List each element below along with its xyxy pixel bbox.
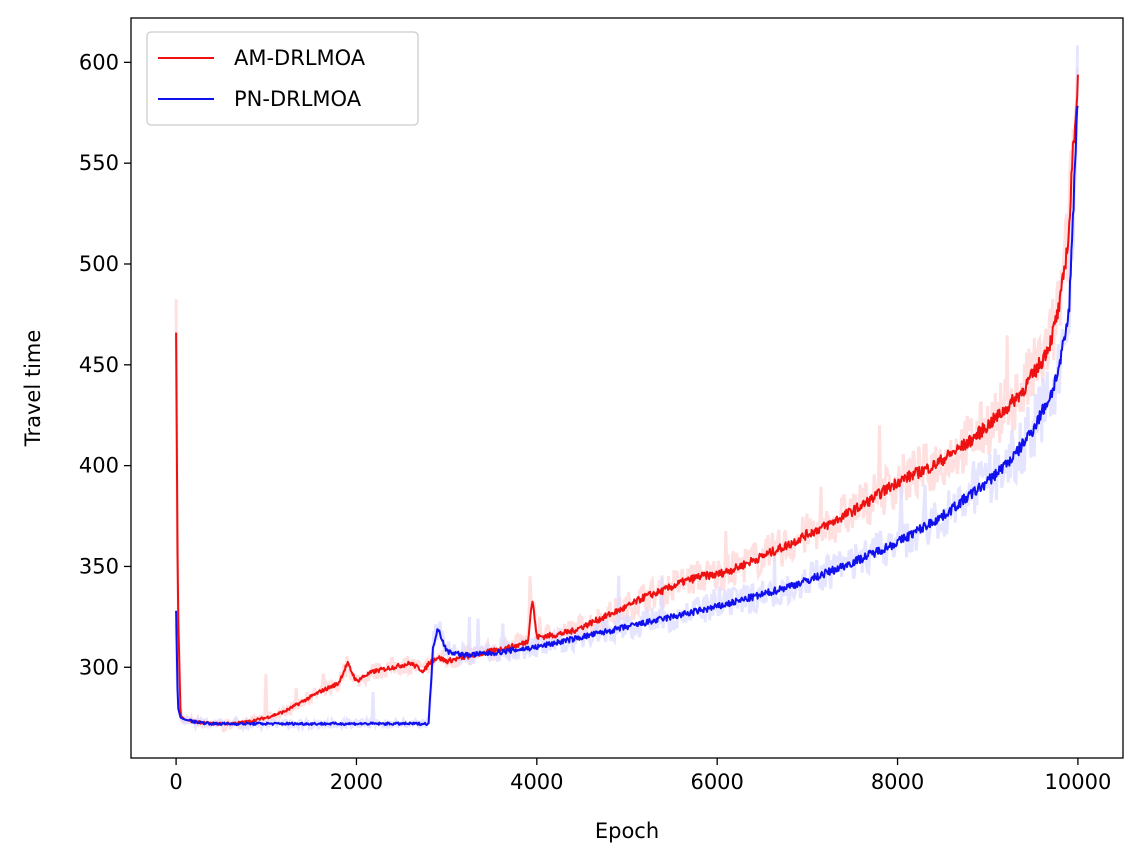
series-lines — [175, 74, 1079, 726]
y-tick-label: 600 — [79, 50, 119, 74]
x-tick-label: 10000 — [1045, 770, 1112, 794]
y-axis: 300 350 400 450 500 550 600 — [79, 50, 131, 679]
series-line-pn-drlmoa — [175, 105, 1079, 726]
legend: AM-DRLMOA PN-DRLMOA — [146, 31, 419, 126]
x-axis-label: Epoch — [595, 819, 659, 843]
x-tick-label: 4000 — [510, 770, 563, 794]
y-tick-label: 550 — [79, 151, 119, 175]
y-axis-label: Travel time — [21, 330, 45, 448]
legend-label-pn-drlmoa: PN-DRLMOA — [234, 87, 362, 111]
y-tick-label: 500 — [79, 252, 119, 276]
y-tick-label: 450 — [79, 353, 119, 377]
series-band-am-drlmoa — [174, 68, 1079, 733]
x-tick-label: 2000 — [330, 770, 383, 794]
x-axis: 0 2000 4000 6000 8000 10000 — [169, 758, 1111, 794]
plot-frame — [130, 17, 1124, 759]
legend-box — [146, 31, 419, 126]
legend-label-am-drlmoa: AM-DRLMOA — [234, 46, 366, 70]
x-tick-label: 0 — [169, 770, 182, 794]
y-tick-label: 400 — [79, 454, 119, 478]
y-tick-label: 350 — [79, 554, 119, 578]
series-line-am-drlmoa — [175, 74, 1079, 726]
y-tick-label: 300 — [79, 655, 119, 679]
x-tick-label: 6000 — [690, 770, 743, 794]
x-tick-label: 8000 — [871, 770, 924, 794]
